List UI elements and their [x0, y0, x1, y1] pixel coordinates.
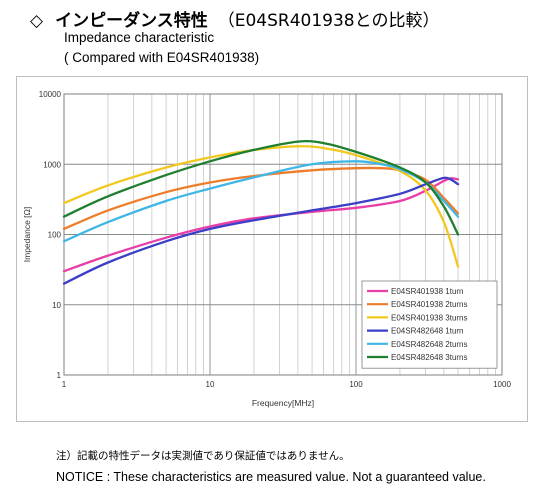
legend-label-2: E04SR401938 2turns — [391, 300, 468, 309]
y-tick-label: 10000 — [39, 90, 62, 99]
title-japanese: インピーダンス特性 — [55, 11, 208, 31]
legend-label-4: E04SR482648 1turn — [391, 327, 464, 336]
subtitle-line-2: ( Compared with E04SR401938) — [64, 50, 260, 65]
y-tick-label: 100 — [48, 231, 62, 240]
chart-panel: 1 10 100 1000 1 10 100 1000 10000 Frequency[MHz] I… — [16, 76, 528, 422]
diamond-icon: ◇ — [30, 11, 44, 31]
y-tick-label: 10 — [52, 301, 61, 310]
y-tick-label: 1 — [57, 371, 62, 380]
legend-label-3: E04SR401938 3turns — [391, 313, 468, 322]
x-tick-label: 1000 — [493, 380, 511, 389]
plot-area-border — [63, 93, 503, 376]
legend-label-5: E04SR482648 2turns — [391, 340, 468, 349]
series-line-3 — [62, 145, 460, 268]
y-axis-label: Impedance [Ω] — [22, 207, 32, 263]
series-line-1 — [62, 177, 460, 273]
subtitle-line-1: Impedance characteristic — [64, 30, 215, 45]
x-tick-label: 1 — [62, 380, 67, 389]
note-japanese: 注）記載の特性データは実測値であり保証値ではありません。 — [56, 450, 350, 462]
series-line-2 — [62, 166, 460, 231]
x-axis-label: Frequency[MHz] — [252, 398, 314, 408]
legend-label-6: E04SR482648 3turns — [391, 353, 468, 362]
impedance-chart: 1 10 100 1000 1 10 100 1000 10000 Frequency[MHz] I… — [22, 90, 511, 408]
series-line-4 — [62, 176, 460, 285]
x-tick-label: 100 — [349, 380, 363, 389]
y-tick-label: 1000 — [43, 160, 61, 169]
x-tick-label: 10 — [206, 380, 215, 389]
title-comparison: （E04SR401938との比較） — [217, 11, 440, 31]
series-line-6 — [62, 139, 460, 236]
legend-box — [361, 280, 498, 369]
page-title: ◇ インピーダンス特性 （E04SR401938との比較） — [30, 6, 439, 31]
note-english: NOTICE : These characteristics are measu… — [56, 470, 486, 484]
legend-label-1: E04SR401938 1turn — [391, 287, 464, 296]
